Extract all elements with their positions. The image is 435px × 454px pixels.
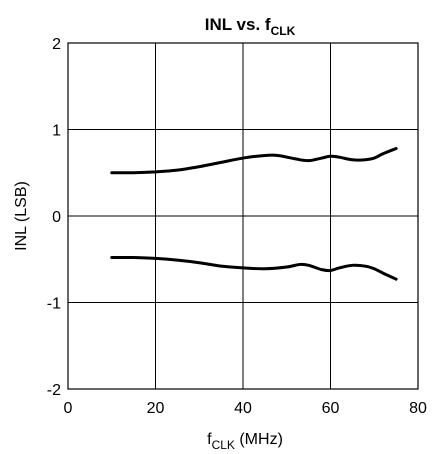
- y-tick-labels: -2 -1 0 1 2: [47, 36, 61, 399]
- chart-title: INL vs. fCLK: [205, 15, 296, 38]
- inl-negative-series-line: [110, 255, 398, 281]
- x-tick-label: 20: [147, 400, 165, 417]
- x-tick-label: 40: [234, 400, 252, 417]
- y-tick-label: -2: [47, 382, 61, 399]
- x-tick-label: 0: [64, 400, 73, 417]
- x-axis-label-suffix: (MHz): [235, 431, 283, 448]
- y-tick-label: -1: [47, 296, 61, 313]
- y-axis-label: INL (LSB): [13, 181, 30, 251]
- x-axis-label: fCLK (MHz): [207, 431, 283, 452]
- x-tick-labels: 0 20 40 60 80: [64, 400, 427, 417]
- x-axis-label-subscript: CLK: [212, 438, 235, 452]
- y-tick-label: 2: [52, 36, 61, 53]
- inl-positive-series-line: [110, 147, 398, 175]
- x-tick-label: 80: [409, 400, 427, 417]
- x-tick-label: 60: [322, 400, 340, 417]
- y-tick-label: 1: [52, 123, 61, 140]
- x-axis-label-main: f: [207, 431, 212, 448]
- plot-frame: [67, 42, 419, 390]
- chart-title-main: INL vs. f: [205, 15, 271, 34]
- y-tick-label: 0: [52, 209, 61, 226]
- grid-lines: [67, 42, 419, 390]
- series-lines: [110, 147, 398, 281]
- chart-title-subscript: CLK: [271, 24, 296, 38]
